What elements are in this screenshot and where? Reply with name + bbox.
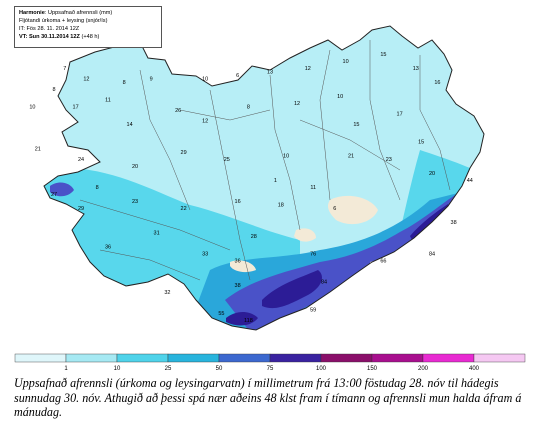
legend-color-swatch [473,353,526,363]
model-name: Harmonie [19,10,45,16]
runoff-value-label: 22 [181,206,187,212]
runoff-value-label: 33 [202,252,208,258]
lead-time: (+48 h) [81,34,100,40]
runoff-value-label: 14 [127,122,133,128]
legend-tick-label: 1 [64,366,68,372]
runoff-value-label: 16 [235,199,241,205]
runoff-value-label: 21 [35,147,41,153]
runoff-value-label: 6 [333,206,336,212]
runoff-value-label: 28 [251,234,257,240]
runoff-value-label: 17 [73,105,79,111]
runoff-value-label: 10 [343,59,349,65]
runoff-value-label: 44 [467,178,473,184]
valid-time: VT: Sun 30.11.2014 12Z [19,34,80,40]
runoff-value-label: 8 [123,80,126,86]
initial-time: IT: Fös 28. 11. 2014 12Z [19,26,80,32]
runoff-value-label: 10 [29,105,35,111]
legend-color-swatch [167,353,220,363]
runoff-zone-heavy-west [50,182,74,197]
runoff-value-label: 17 [397,112,403,118]
forecast-info-box: Harmonie: Uppsafnað afrennsli (mm) Fljót… [14,6,162,48]
runoff-value-label: 25 [224,157,230,163]
runoff-value-label: 21 [348,154,354,160]
runoff-value-label: 13 [267,70,273,76]
runoff-value-label: 32 [164,290,170,296]
field-description: Fljótandi úrkoma + leysing (snjór/ís) [19,18,108,24]
runoff-value-label: 10 [337,94,343,100]
legend-color-swatch [269,353,322,363]
color-scale-legend: 1 10 25 50 75 100 150 200 400 [14,353,526,372]
no-runoff-area-south [230,260,256,273]
legend-tick-label: 400 [469,366,480,372]
legend-tick-label: 25 [165,366,172,372]
runoff-value-label: 66 [380,259,386,265]
runoff-value-label: 26 [175,108,181,114]
legend-tick-label: 75 [267,366,274,372]
runoff-value-label: 29 [181,150,187,156]
legend-color-swatch [422,353,475,363]
runoff-value-label: 12 [202,119,208,125]
legend-color-swatch [14,353,67,363]
figure-caption: Uppsafnað afrennsli (úrkoma og leysingar… [14,376,522,419]
runoff-value-label: 8 [96,185,99,191]
field-name: Uppsafnað afrennsli (mm) [47,10,113,16]
runoff-value-label: 29 [78,206,84,212]
runoff-value-label: 84 [321,280,327,286]
no-runoff-area-central [294,228,316,242]
runoff-value-label: 38 [451,220,457,226]
runoff-value-label: 16 [434,80,440,86]
runoff-value-label: 118 [244,318,253,324]
legend-color-swatch [320,353,373,363]
runoff-value-label: 13 [413,66,419,72]
runoff-value-label: 8 [247,105,250,111]
runoff-value-label: 9 [150,77,153,83]
catchment-boundaries [79,40,451,281]
legend-color-swatch [116,353,169,363]
runoff-value-label: 10 [283,154,289,160]
no-runoff-area-vatnajokull [328,195,378,225]
runoff-value-label: 6 [236,73,239,79]
runoff-value-label: 12 [305,66,311,72]
legend-color-swatch [65,353,118,363]
legend-tick-label: 100 [316,366,327,372]
runoff-zone-very-heavy-coast [226,312,258,326]
runoff-value-label: 20 [132,164,138,170]
runoff-value-label: 18 [278,203,284,209]
runoff-value-label: 31 [154,231,160,237]
legend-color-swatch [371,353,424,363]
runoff-value-label: 1 [274,178,277,184]
runoff-value-label: 55 [218,311,224,317]
legend-tick-label: 50 [216,366,223,372]
runoff-value-label: 84 [429,252,435,258]
runoff-value-label: 10 [202,77,208,83]
runoff-value-label: 15 [418,140,424,146]
runoff-value-label: 12 [83,77,89,83]
runoff-value-label: 27 [51,192,57,198]
runoff-value-label: 12 [294,101,300,107]
runoff-value-label: 7 [63,66,66,72]
runoff-value-label: 36 [105,245,111,251]
runoff-value-label: 15 [380,52,386,58]
legend-tick-label: 10 [114,366,121,372]
runoff-value-label: 38 [235,283,241,289]
runoff-value-label: 76 [310,252,316,258]
runoff-value-label: 20 [429,171,435,177]
runoff-value-label: 8 [52,87,55,93]
runoff-value-label: 11 [105,98,111,104]
legend-tick-label: 200 [418,366,429,372]
runoff-value-label: 15 [353,122,359,128]
runoff-value-label: 24 [78,157,84,163]
runoff-value-label: 23 [386,157,392,163]
runoff-value-label: 36 [235,259,241,265]
runoff-zone-very-heavy-south [262,270,322,309]
legend-tick-label: 150 [367,366,378,372]
runoff-value-label: 23 [132,199,138,205]
runoff-value-label: 11 [310,185,316,191]
legend-color-swatch [218,353,271,363]
runoff-value-label: 59 [310,308,316,314]
